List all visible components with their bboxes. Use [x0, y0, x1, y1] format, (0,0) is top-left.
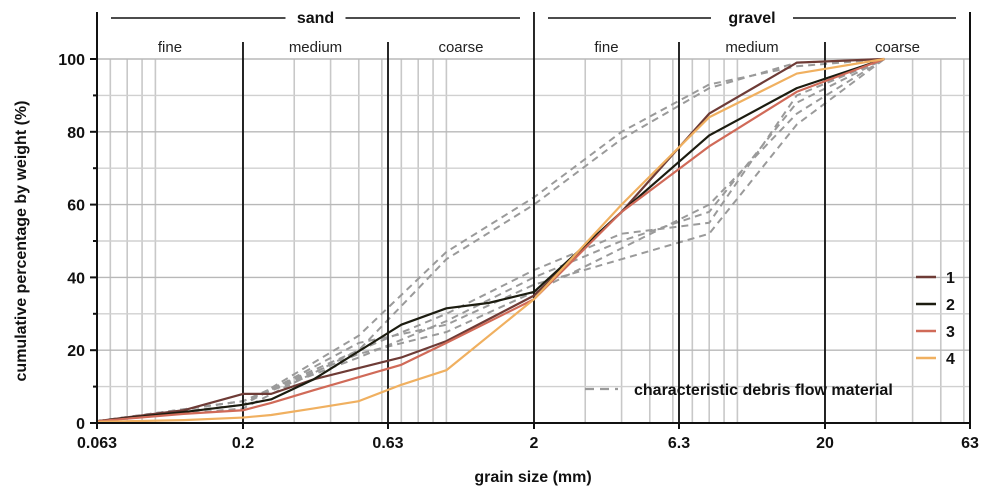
- reference-curve: [96, 58, 885, 423]
- legend-label-4: 4: [946, 351, 955, 368]
- class-boundaries: [242, 12, 826, 423]
- class-label-medium: medium: [725, 39, 778, 56]
- series-line-2: [96, 57, 885, 423]
- class-label-fine: fine: [158, 39, 182, 56]
- x-tick-label: 0.2: [232, 435, 254, 452]
- y-tick-label: 60: [67, 198, 85, 215]
- legend-label-1: 1: [946, 270, 955, 287]
- reference-curve: [96, 58, 885, 423]
- reference-curve: [96, 58, 885, 423]
- x-tick-label: 63: [961, 435, 979, 452]
- reference-legend-label: characteristic debris flow material: [634, 382, 893, 399]
- axes: [90, 12, 971, 429]
- reference-curves: [96, 58, 885, 423]
- series-line-4: [96, 57, 885, 424]
- x-tick-label: 20: [816, 435, 834, 452]
- y-axis-label: cumulative percentage by weight (%): [13, 101, 30, 382]
- reference-curve: [96, 58, 885, 423]
- class-label-medium: medium: [289, 39, 342, 56]
- group-brackets: sand gravel: [111, 10, 956, 27]
- reference-legend: characteristic debris flow material: [585, 382, 893, 399]
- reference-curve: [96, 58, 885, 423]
- x-tick-label: 2: [530, 435, 539, 452]
- class-label-coarse: coarse: [875, 39, 920, 56]
- legend: 1 2 3 4: [916, 270, 955, 368]
- y-tick-label: 20: [67, 343, 85, 360]
- x-tick-labels: 0.063 0.2 0.63 2 6.3 20 63: [77, 435, 979, 452]
- series-lines: [96, 57, 885, 424]
- y-tick-label: 40: [67, 270, 85, 287]
- group-label-gravel: gravel: [728, 10, 775, 27]
- class-label-fine: fine: [594, 39, 618, 56]
- group-label-sand: sand: [297, 10, 334, 27]
- x-tick-label: 0.63: [372, 435, 403, 452]
- series-line-1: [96, 57, 885, 423]
- y-tick-label: 0: [76, 416, 85, 433]
- y-tick-label: 100: [58, 52, 85, 69]
- class-label-coarse: coarse: [438, 39, 483, 56]
- x-tick-label: 0.063: [77, 435, 117, 452]
- x-axis-label: grain size (mm): [474, 469, 591, 486]
- class-labels: fine medium coarse fine medium coarse: [158, 39, 920, 56]
- y-tick-label: 80: [67, 125, 85, 142]
- legend-label-2: 2: [946, 297, 955, 314]
- series-line-3: [96, 57, 885, 423]
- reference-curve: [96, 58, 885, 423]
- x-tick-label: 6.3: [668, 435, 690, 452]
- legend-label-3: 3: [946, 324, 955, 341]
- y-tick-labels: 0 20 40 60 80 100: [58, 52, 85, 433]
